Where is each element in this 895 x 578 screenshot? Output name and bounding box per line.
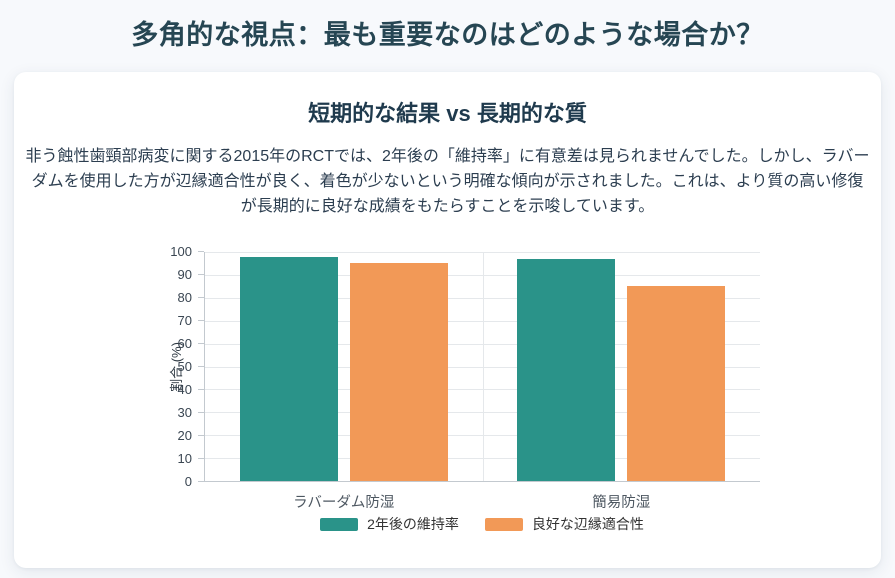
y-tick-label: 10	[177, 451, 192, 466]
y-tick-mark	[198, 435, 204, 436]
y-tick-mark	[198, 251, 204, 252]
y-axis: 0 10 20 30 40 50 60 70 80 90 100	[162, 244, 204, 489]
content-card: 短期的な結果 vs 長期的な質 非う蝕性歯頸部病変に関する2015年のRCTでは…	[14, 72, 881, 568]
gridline-vertical	[482, 252, 484, 481]
y-tick-label: 60	[177, 336, 192, 351]
y-tick-mark	[198, 458, 204, 459]
bar	[349, 263, 448, 481]
page-title: 多角的な視点：最も重要なのはどのような場合か？	[131, 20, 764, 50]
bar-group	[483, 252, 761, 481]
bar	[239, 256, 338, 481]
x-axis-label: 簡易防湿	[592, 495, 651, 511]
y-tick-mark	[198, 297, 204, 298]
bar-group	[205, 252, 483, 481]
legend-item: 良好な辺縁適合性	[484, 514, 644, 534]
legend-label: 2年後の維持率	[367, 516, 459, 532]
y-tick-label: 40	[177, 382, 192, 397]
bar	[627, 286, 726, 481]
y-tick-label: 50	[177, 359, 192, 374]
y-tick-mark	[198, 320, 204, 321]
chart-legend: 2年後の維持率 良好な辺縁適合性	[204, 514, 760, 534]
y-tick-mark	[198, 343, 204, 344]
legend-swatch	[320, 517, 359, 531]
y-tick-mark	[198, 389, 204, 390]
plot-area: ラバーダム防湿 簡易防湿	[204, 252, 761, 511]
y-tick-label: 70	[177, 313, 192, 328]
y-tick-label: 0	[184, 474, 192, 489]
legend-item: 2年後の維持率	[320, 514, 459, 534]
y-tick-mark	[198, 274, 204, 275]
legend-label: 良好な辺縁適合性	[531, 516, 644, 532]
y-tick-label: 100	[170, 244, 192, 259]
x-axis-label: ラバーダム防湿	[293, 495, 395, 511]
y-tick-mark	[198, 412, 204, 413]
grouped-bar-chart: 割合 (%) 0 10 20 30 40 50 60 70 80 90 100 ラバーダム防湿 簡易防…	[14, 244, 881, 552]
y-tick-label: 80	[177, 290, 192, 305]
y-tick-label: 90	[177, 267, 192, 282]
card-title: 短期的な結果 vs 長期的な質	[308, 101, 587, 126]
y-tick-mark	[198, 481, 204, 482]
bar	[517, 258, 616, 481]
card-description: 非う蝕性歯頸部病変に関する2015年のRCTでは、2年後の「維持率」に有意差は見…	[25, 148, 870, 215]
y-tick-label: 20	[177, 428, 192, 443]
y-tick-mark	[198, 366, 204, 367]
y-tick-label: 30	[177, 405, 192, 420]
legend-swatch	[484, 517, 523, 531]
